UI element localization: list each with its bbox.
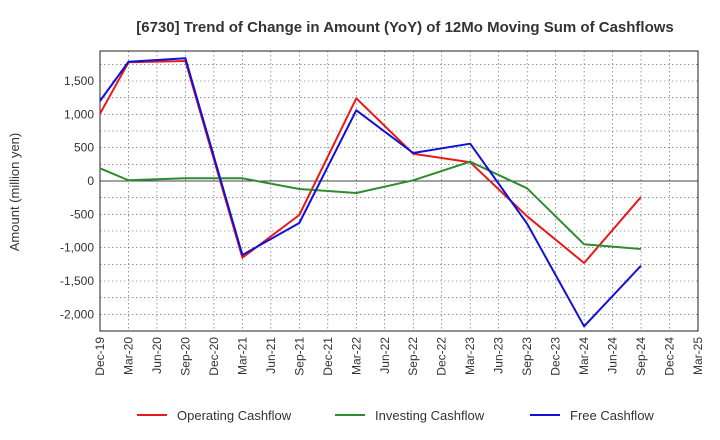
legend-label-operating-cashflow: Operating Cashflow (177, 408, 292, 423)
y-tick-label: 1,500 (64, 74, 94, 88)
x-tick-label: Mar-25 (691, 337, 705, 375)
x-tick-label: Jun-20 (150, 337, 164, 374)
x-tick-label: Dec-19 (93, 337, 107, 376)
plot-frame (99, 50, 699, 332)
chart-title: [6730] Trend of Change in Amount (YoY) o… (136, 19, 674, 36)
y-tick-label: 1,000 (64, 107, 94, 121)
free-cashflow-line (99, 57, 642, 328)
y-tick-label: -2,000 (60, 307, 94, 321)
x-tick-label: Jun-24 (606, 337, 620, 374)
y-tick-label: -1,000 (60, 241, 94, 255)
investing-cashflow-line (99, 160, 642, 250)
y-tick-label: 0 (87, 174, 94, 188)
operating-cashflow-line (99, 60, 642, 264)
y-tick-label: 500 (74, 141, 94, 155)
x-tick-label: Dec-24 (663, 337, 677, 376)
x-tick-label: Dec-22 (435, 337, 449, 376)
x-tick-label: Mar-21 (235, 337, 249, 375)
x-tick-label: Sep-20 (178, 337, 192, 376)
x-tick-label: Sep-22 (406, 337, 420, 376)
x-tick-label: Sep-21 (292, 337, 306, 376)
x-tick-label: Sep-24 (634, 337, 648, 376)
plot-area: 1,500 1,000 500 0 -500 -1,000 -1,500 -2,000 Dec-… (60, 50, 705, 376)
x-tick-label: Sep-23 (520, 337, 534, 376)
x-tick-label: Jun-21 (264, 337, 278, 374)
x-tick-label: Mar-22 (349, 337, 363, 375)
x-tick-label: Dec-21 (321, 337, 335, 376)
y-tick-label: -500 (70, 207, 94, 221)
y-tick-label: -1,500 (60, 274, 94, 288)
x-tick-label: Dec-23 (549, 337, 563, 376)
legend: Operating Cashflow Investing Cashflow Free… (137, 408, 654, 423)
x-tick-label: Dec-20 (207, 337, 221, 376)
x-tick-label: Jun-22 (378, 337, 392, 374)
x-tick-label: Mar-20 (121, 337, 135, 375)
x-tick-label: Mar-24 (577, 337, 591, 375)
legend-label-investing-cashflow: Investing Cashflow (375, 408, 485, 423)
legend-label-free-cashflow: Free Cashflow (570, 408, 654, 423)
y-axis-label: Amount (million yen) (7, 133, 22, 252)
x-tick-label: Mar-23 (463, 337, 477, 375)
x-tick-label: Jun-23 (492, 337, 506, 374)
